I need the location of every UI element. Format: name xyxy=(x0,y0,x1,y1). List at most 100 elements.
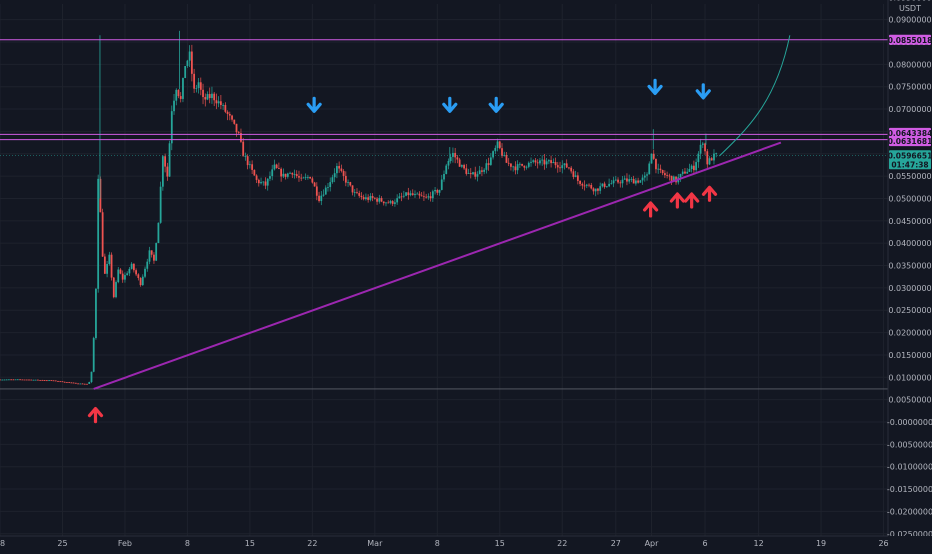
candle xyxy=(132,263,135,271)
candle xyxy=(617,179,619,183)
candle xyxy=(543,159,546,165)
candle xyxy=(269,176,271,179)
candle xyxy=(83,383,86,385)
candle xyxy=(8,379,10,381)
candle xyxy=(14,379,17,381)
candle xyxy=(690,165,693,170)
candle xyxy=(460,165,463,167)
candle xyxy=(492,151,494,158)
candle xyxy=(474,172,477,177)
candle xyxy=(63,381,66,383)
candle xyxy=(77,383,79,385)
down-arrow-marker xyxy=(306,96,322,113)
down-arrow-marker-head xyxy=(695,89,711,100)
candle xyxy=(518,163,521,165)
candle xyxy=(378,198,381,202)
candle xyxy=(226,111,229,114)
candle xyxy=(427,196,430,198)
ascending-trendline[interactable] xyxy=(93,141,782,390)
candle xyxy=(338,166,341,169)
x-tick-label: 18 xyxy=(0,539,5,548)
down-arrow-marker-head xyxy=(488,102,504,113)
candle xyxy=(684,171,686,174)
candle xyxy=(344,175,347,183)
candle xyxy=(255,175,258,180)
candle xyxy=(50,380,53,382)
candle xyxy=(652,153,655,159)
candle xyxy=(54,380,57,382)
candle xyxy=(306,176,309,178)
candle xyxy=(52,380,55,382)
candle xyxy=(10,379,13,381)
down-arrow-marker xyxy=(442,96,458,113)
candle xyxy=(407,192,410,196)
candle xyxy=(425,196,428,198)
candle xyxy=(280,168,283,177)
candle xyxy=(273,164,276,170)
candle xyxy=(72,382,75,384)
candle xyxy=(213,93,216,101)
candle xyxy=(298,176,300,178)
x-tick-label: 22 xyxy=(557,539,567,548)
x-tick-label: 15 xyxy=(495,539,505,548)
candle xyxy=(626,178,628,182)
candle xyxy=(315,186,318,196)
candle xyxy=(1,379,4,381)
candle xyxy=(695,162,698,171)
candle xyxy=(179,96,182,99)
price-axis-panel[interactable] xyxy=(888,0,932,550)
candle xyxy=(340,168,343,171)
time-axis-panel[interactable] xyxy=(0,536,932,550)
candle xyxy=(61,381,64,383)
candle xyxy=(0,379,1,381)
candle xyxy=(289,172,291,174)
candle xyxy=(86,383,88,385)
candle xyxy=(452,152,454,157)
candle xyxy=(320,195,323,202)
candle xyxy=(398,196,401,199)
candle xyxy=(257,179,260,184)
candle xyxy=(382,201,385,204)
candle xyxy=(554,162,557,166)
candle xyxy=(686,171,689,174)
candle xyxy=(530,161,532,163)
candle xyxy=(601,183,604,187)
candle xyxy=(456,157,459,160)
candle xyxy=(347,182,349,183)
candle xyxy=(539,160,541,164)
candle xyxy=(184,66,187,79)
candle xyxy=(574,175,577,177)
candle xyxy=(583,185,586,187)
y-tick-label: 0.0950000 xyxy=(888,0,931,2)
candle xyxy=(476,174,479,177)
y-tick-label: 0.0550000 xyxy=(888,172,931,181)
candle xyxy=(373,197,376,199)
candle xyxy=(170,111,173,144)
candle xyxy=(402,195,405,197)
candle xyxy=(527,162,530,167)
candle xyxy=(19,379,21,381)
candle xyxy=(411,193,414,195)
down-arrow-marker-head xyxy=(442,102,458,113)
candle xyxy=(362,197,365,200)
candle xyxy=(594,188,597,192)
candle xyxy=(623,178,626,180)
candle xyxy=(324,187,327,195)
candle xyxy=(431,191,434,199)
candle xyxy=(512,166,515,168)
candle xyxy=(608,183,611,187)
candle xyxy=(659,168,662,170)
candle xyxy=(235,123,238,133)
candle xyxy=(387,202,390,204)
candle xyxy=(342,170,345,176)
candle xyxy=(21,379,24,381)
candle xyxy=(240,133,242,142)
candle xyxy=(646,174,648,176)
projection-curve[interactable] xyxy=(718,35,791,157)
x-tick-label: 25 xyxy=(57,539,67,548)
candle xyxy=(175,89,178,101)
candle xyxy=(43,380,46,382)
candle xyxy=(465,168,468,174)
